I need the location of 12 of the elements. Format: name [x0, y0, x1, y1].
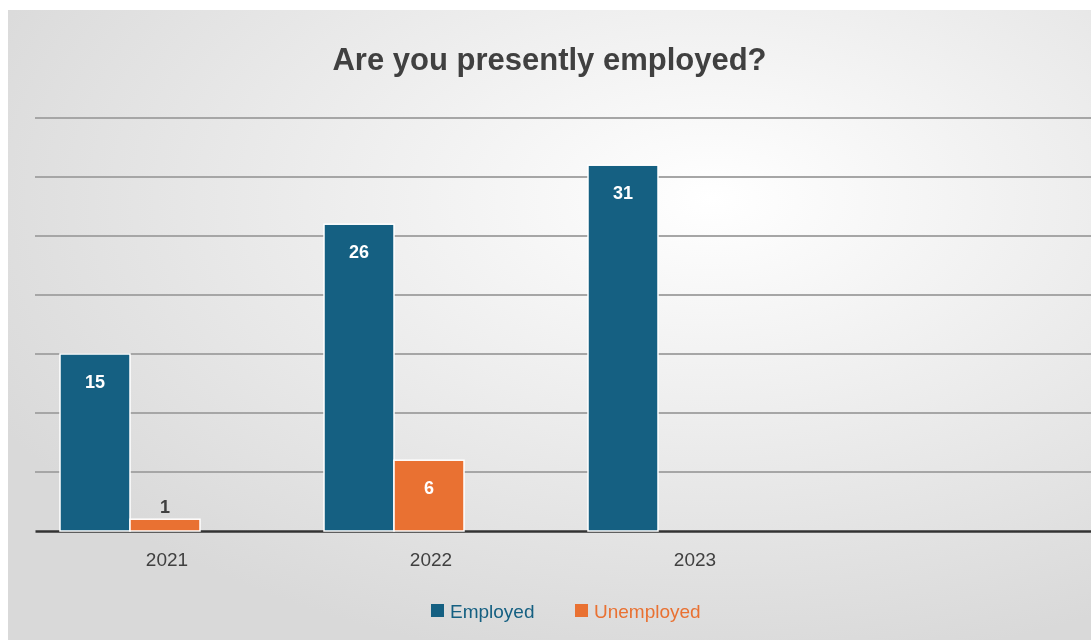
data-label: 1 — [159, 497, 171, 518]
text: Employed — [450, 601, 535, 622]
x-tick-label: 2023 — [673, 549, 717, 571]
legend-label: Unemployed — [594, 601, 701, 622]
data-label: 6 — [423, 478, 435, 499]
chart-title: Are you presently employed? — [332, 42, 767, 77]
data-label: 31 — [612, 183, 634, 204]
data-label: 26 — [348, 242, 370, 263]
x-tick-label: 2022 — [409, 549, 453, 571]
bar — [587, 164, 659, 532]
data-label: 15 — [84, 372, 106, 392]
x-tick-label: 2021 — [145, 549, 189, 571]
